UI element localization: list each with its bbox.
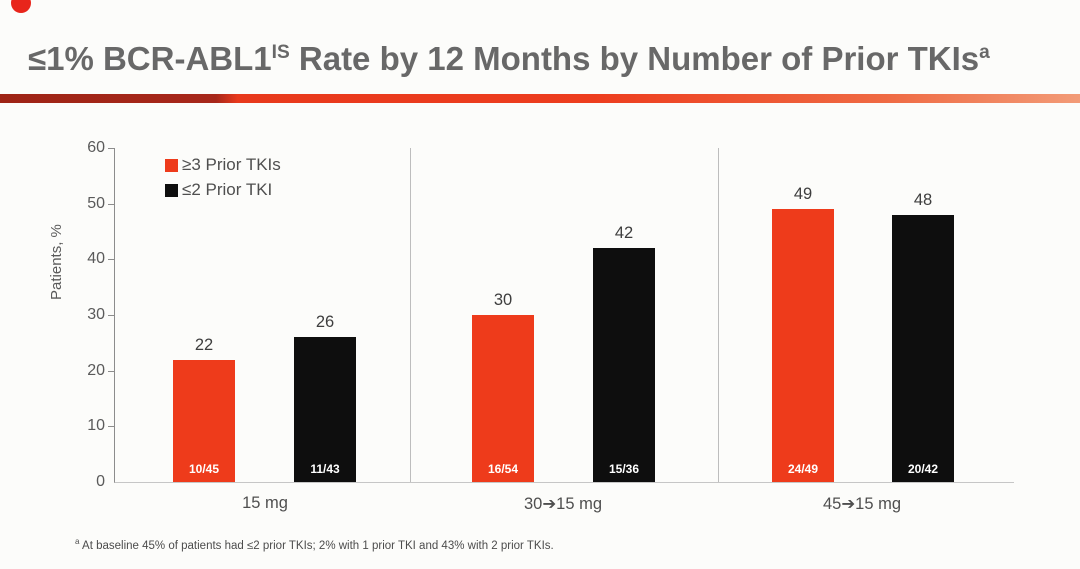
title-divider bbox=[0, 94, 1080, 103]
slide-title-rest: Rate by 12 Months by Number of Prior TKI… bbox=[289, 40, 980, 77]
y-tick-label: 20 bbox=[87, 361, 105, 379]
legend-label: ≤2 Prior TKI bbox=[182, 180, 273, 199]
slide-title: ≤1% BCR-ABL1IS Rate by 12 Months by Numb… bbox=[28, 40, 1048, 78]
slide-title-main: ≤1% BCR-ABL1 bbox=[28, 40, 272, 77]
group-divider-line bbox=[718, 148, 719, 482]
chart-legend: ≥3 Prior TKIs ≤2 Prior TKI bbox=[165, 155, 281, 205]
y-tick-mark bbox=[108, 426, 115, 428]
bar-black-1 bbox=[294, 337, 356, 482]
bar-black-2 bbox=[593, 248, 655, 482]
bar-value-label: 49 bbox=[793, 185, 813, 203]
y-tick-mark bbox=[108, 148, 115, 149]
plot-area: ≥3 Prior TKIs ≤2 Prior TKI 0 10 20 30 40 50 60… bbox=[87, 139, 1014, 513]
bar-fraction-label: 24/49 bbox=[787, 462, 819, 476]
x-category-label: 30➔15 mg bbox=[523, 495, 603, 513]
bullet-dot-icon bbox=[11, 0, 31, 13]
y-tick-label: 60 bbox=[87, 139, 105, 156]
y-tick-mark bbox=[108, 203, 115, 205]
bar-value-label: 48 bbox=[913, 191, 933, 209]
slide-title-footnote-marker: a bbox=[979, 42, 990, 63]
legend-item-prior-tki-2less: ≤2 Prior TKI bbox=[165, 180, 281, 200]
legend-swatch-red-icon bbox=[165, 158, 178, 172]
bar-fraction-label: 16/54 bbox=[487, 462, 519, 476]
footnote-text: At baseline 45% of patients had ≤2 prior… bbox=[79, 540, 554, 552]
bar-value-label: 30 bbox=[493, 291, 513, 309]
footnote-marker: a bbox=[75, 537, 80, 547]
group-divider-line bbox=[410, 148, 411, 482]
y-tick-label: 50 bbox=[87, 194, 105, 212]
footnote: a At baseline 45% of patients had ≤2 pri… bbox=[75, 537, 554, 552]
y-tick-label: 30 bbox=[87, 306, 105, 323]
x-category-label: 15 mg bbox=[242, 494, 288, 512]
legend-swatch-black-icon bbox=[165, 183, 178, 197]
bar-fraction-label: 10/45 bbox=[188, 462, 220, 476]
bar-fraction-label: 15/36 bbox=[608, 462, 640, 476]
y-tick-label: 0 bbox=[96, 473, 105, 490]
y-tick-mark bbox=[108, 315, 115, 316]
bar-fraction-label: 11/43 bbox=[310, 462, 340, 476]
legend-item-prior-tkis-3plus: ≥3 Prior TKIs bbox=[165, 155, 281, 175]
y-tick-label: 40 bbox=[87, 250, 105, 268]
bar-red-3 bbox=[772, 209, 834, 482]
y-tick-label: 10 bbox=[87, 417, 105, 435]
bar-value-label: 42 bbox=[614, 224, 634, 242]
legend-label: ≥3 Prior TKIs bbox=[182, 155, 281, 174]
y-tick-mark bbox=[108, 259, 115, 261]
bar-value-label: 22 bbox=[194, 336, 214, 354]
bar-black-3 bbox=[892, 215, 954, 482]
bar-red-2 bbox=[472, 315, 534, 482]
slide-title-superscript: IS bbox=[271, 42, 290, 63]
x-category-label: 45➔15 mg bbox=[822, 495, 902, 513]
bar-red-1 bbox=[173, 360, 235, 482]
bar-fraction-label: 20/42 bbox=[907, 462, 939, 476]
y-tick-mark bbox=[108, 370, 115, 372]
y-axis-label: Patients, % bbox=[48, 224, 65, 300]
bar-value-label: 26 bbox=[315, 313, 335, 331]
